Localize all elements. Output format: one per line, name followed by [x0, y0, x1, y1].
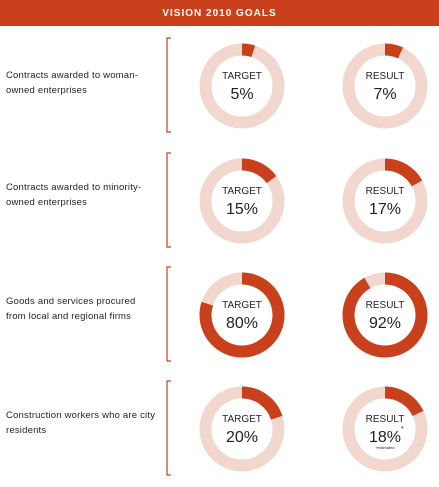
row-bracket [166, 380, 171, 476]
result-donut-segment [384, 158, 423, 187]
target-value: 20% [226, 429, 258, 446]
result-donut-segment [384, 43, 404, 59]
footnote-text: *estimated [376, 445, 395, 450]
target-label: TARGET [222, 300, 262, 311]
result-value: 7% [373, 86, 396, 103]
result-donut-segment [342, 272, 428, 358]
target-donut-segment [241, 43, 256, 58]
result-value: 18% [369, 429, 401, 446]
result-label: RESULT [366, 414, 405, 425]
row-label: Construction workers who are city reside… [6, 410, 156, 436]
target-label: TARGET [222, 414, 262, 425]
chart-title: VISION 2010 GOALS [0, 0, 439, 26]
result-label: RESULT [366, 300, 405, 311]
target-value: 15% [226, 201, 258, 218]
target-donut-segment [199, 272, 285, 358]
footnote-marker: * [401, 426, 404, 433]
target-donut-segment [241, 386, 283, 420]
target-label: TARGET [222, 71, 262, 82]
result-label: RESULT [366, 186, 405, 197]
row-label: Contracts awarded to woman-owned enterpr… [6, 70, 139, 96]
target-value: 80% [226, 315, 258, 332]
target-value: 5% [230, 86, 253, 103]
row-label: Goods and services procured from local a… [6, 296, 136, 322]
row-bracket [166, 37, 171, 133]
target-donut-segment [241, 158, 277, 184]
row-label: Contracts awarded to minority-owned ente… [6, 182, 142, 208]
result-value: 92% [369, 315, 401, 332]
target-label: TARGET [222, 186, 262, 197]
result-label: RESULT [366, 71, 405, 82]
row-bracket [166, 152, 171, 248]
row-bracket [166, 266, 171, 362]
result-donut-segment [384, 386, 424, 417]
result-value: 17% [369, 201, 401, 218]
